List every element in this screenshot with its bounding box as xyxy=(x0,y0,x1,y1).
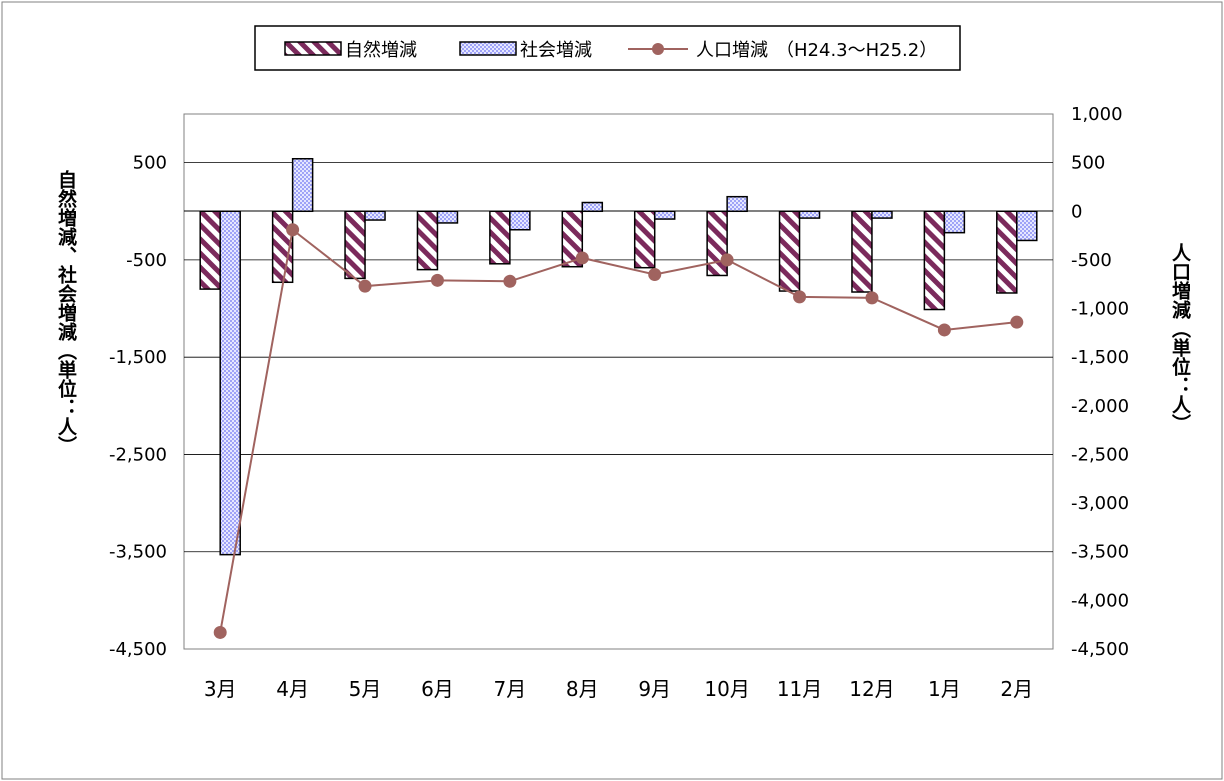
left-tick-label: -3,500 xyxy=(109,542,167,563)
legend-period-note: （H24.3～H25.2） xyxy=(776,40,937,61)
population-change-point xyxy=(648,268,662,281)
natural-change-bar xyxy=(416,210,439,271)
category-label: 1月 xyxy=(928,677,961,701)
left-axis-ticks: 500 -500 -1,500 -2,500 -3,500 -4,500 xyxy=(109,153,167,660)
legend-swatch-population-marker xyxy=(652,43,664,55)
right-tick-label: -3,500 xyxy=(1071,542,1129,563)
right-axis-title-text: 人口増減（単位：人） xyxy=(1169,243,1191,433)
social-change-bar xyxy=(798,210,821,219)
right-tick-label: -3,000 xyxy=(1071,493,1129,514)
legend-box xyxy=(254,25,961,71)
category-label: 7月 xyxy=(494,677,527,701)
category-label: 11月 xyxy=(777,677,822,701)
left-tick-label: 500 xyxy=(133,153,167,174)
social-change-bar xyxy=(943,210,966,234)
left-tick-label: -1,500 xyxy=(109,347,167,368)
right-tick-label: -2,000 xyxy=(1071,396,1129,417)
natural-change-bar xyxy=(633,210,656,269)
social-change-bar xyxy=(581,201,604,213)
right-tick-label: -500 xyxy=(1071,250,1112,271)
natural-change-bar xyxy=(344,210,366,280)
right-tick-label: -2,500 xyxy=(1071,444,1129,465)
right-tick-label: 1,000 xyxy=(1071,104,1123,125)
population-line-series xyxy=(213,223,1024,639)
plot-area xyxy=(183,113,1054,650)
category-label: 4月 xyxy=(276,677,309,701)
right-tick-label: 0 xyxy=(1071,201,1082,222)
natural-change-bar xyxy=(923,210,946,311)
right-tick-label: 500 xyxy=(1071,153,1105,174)
category-label: 9月 xyxy=(638,677,671,701)
right-axis-ticks: 1,000 500 0 -500 -1,000 -1,500 -2,000 -2,500 -3,… xyxy=(1071,104,1129,660)
legend: 自然増減 社会増減 人口増減 （H24.3～H25.2） xyxy=(254,25,961,71)
right-tick-label: -1,000 xyxy=(1071,299,1129,320)
population-change-line xyxy=(219,227,1017,633)
population-change-point xyxy=(937,323,951,337)
social-change-bar xyxy=(509,210,531,231)
left-tick-label: -2,500 xyxy=(109,444,167,465)
left-tick-label: -4,500 xyxy=(109,639,167,660)
population-change-point xyxy=(213,625,227,639)
social-change-bar xyxy=(291,157,314,213)
gridlines xyxy=(184,162,1053,553)
category-label: 8月 xyxy=(566,677,599,701)
social-change-bar xyxy=(436,210,459,224)
population-change-point xyxy=(720,253,734,267)
left-axis-title-text: 自然増減、社会増減（単位：人） xyxy=(55,169,78,455)
legend-swatch-social xyxy=(459,41,517,56)
category-label: 10月 xyxy=(704,677,749,701)
bars xyxy=(199,157,1038,556)
social-change-bar xyxy=(364,210,386,221)
natural-change-bar xyxy=(778,210,801,292)
population-change-point xyxy=(358,279,372,293)
population-change-point xyxy=(430,273,444,287)
social-change-bar xyxy=(871,210,893,219)
legend-swatch-natural xyxy=(284,41,342,56)
natural-change-bar xyxy=(489,210,511,265)
social-change-bar xyxy=(1016,210,1038,242)
legend-label-natural: 自然増減 xyxy=(345,40,417,61)
natural-change-bar xyxy=(199,210,221,290)
right-tick-label: -4,000 xyxy=(1071,590,1129,611)
population-change-point xyxy=(575,251,589,265)
natural-change-bar xyxy=(851,210,873,293)
category-labels: 3月 4月 5月 6月 7月 8月 9月 10月 11月 12月 1月 2月 xyxy=(204,677,1033,701)
legend-label-social: 社会増減 xyxy=(520,40,592,61)
natural-change-bar xyxy=(706,210,728,277)
right-tick-label: -4,500 xyxy=(1071,639,1129,660)
social-change-bar xyxy=(219,210,241,556)
population-change-point xyxy=(865,291,879,305)
left-axis-title: 自然増減、社会増減（単位：人） xyxy=(55,169,78,455)
category-label: 2月 xyxy=(1000,677,1033,701)
population-change-point xyxy=(793,290,807,304)
legend-label-population: 人口増減 xyxy=(696,40,768,61)
population-change-point xyxy=(503,274,517,288)
category-label: 6月 xyxy=(421,677,454,701)
natural-change-bar xyxy=(561,210,584,268)
population-change-point xyxy=(286,223,300,237)
social-change-bar xyxy=(726,195,748,213)
right-axis-title: 人口増減（単位：人） xyxy=(1169,243,1191,433)
population-change-point xyxy=(1010,315,1024,329)
category-label: 5月 xyxy=(349,677,382,701)
category-label: 12月 xyxy=(849,677,894,701)
natural-change-bar xyxy=(996,210,1018,294)
left-tick-label: -500 xyxy=(126,250,167,271)
right-tick-label: -1,500 xyxy=(1071,347,1129,368)
category-label: 3月 xyxy=(204,677,237,701)
social-change-bar xyxy=(653,210,676,220)
